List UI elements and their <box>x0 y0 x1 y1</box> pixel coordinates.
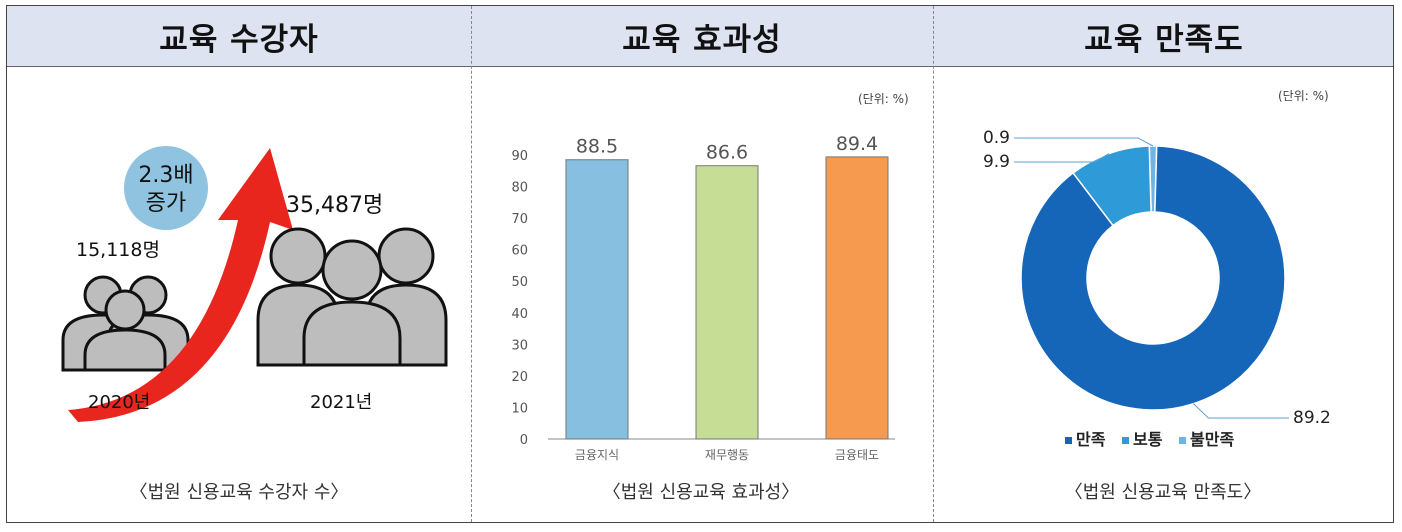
satisfaction-caption: 〈법원 신용교육 만족도〉 <box>1064 482 1262 503</box>
satisfaction-donut-chart: 0.9 9.9 89.2 만족 보통 불만족 <box>983 128 1331 449</box>
growth-arrow-icon <box>68 148 293 422</box>
enrollment-caption: 〈법원 신용교육 수강자 수〉 <box>129 482 349 503</box>
y-tick-label: 60 <box>511 244 528 259</box>
leader-line <box>1014 153 1110 163</box>
bar-chart-unit: (단위: %) <box>858 92 909 106</box>
bar <box>695 165 759 440</box>
legend-label: 보통 <box>1133 430 1163 449</box>
legend-label: 불만족 <box>1190 430 1234 449</box>
leader-line <box>1193 403 1289 419</box>
y-tick-label: 90 <box>511 149 528 164</box>
y-tick-label: 0 <box>520 433 528 448</box>
bar <box>825 156 889 440</box>
donut-slice <box>1072 145 1152 227</box>
x-tick-label: 금융지식 <box>575 448 619 462</box>
header-enrollment: 교육 수강자 <box>159 21 319 58</box>
slice-value-label: 0.9 <box>983 128 1010 148</box>
count-2021: 35,487명 <box>286 193 383 218</box>
growth-badge <box>124 146 208 230</box>
legend-swatch <box>1122 437 1129 444</box>
badge-line2: 증가 <box>146 191 186 216</box>
donut-unit: (단위: %) <box>1278 89 1329 103</box>
y-tick-label: 70 <box>511 212 528 227</box>
badge-line1: 2.3배 <box>138 163 193 188</box>
effectiveness-caption: 〈법원 신용교육 효과성〉 <box>602 482 800 503</box>
legend-swatch <box>1065 437 1072 444</box>
effectiveness-bar-chart: 0 10 20 30 40 50 60 70 80 90 88.5 금융지식 86.6 재무행동 89.4 금… <box>511 133 895 462</box>
column-divider <box>933 6 934 522</box>
header-effectiveness: 교육 효과성 <box>622 21 782 58</box>
y-tick-label: 10 <box>511 401 528 416</box>
bar <box>565 159 629 440</box>
x-tick-label: 금융태도 <box>835 448 879 462</box>
count-2020: 15,118명 <box>76 239 160 261</box>
people-group-2021-icon <box>256 227 448 367</box>
y-tick-label: 40 <box>511 307 528 322</box>
leader-line <box>1014 137 1154 147</box>
y-tick-label: 80 <box>511 181 528 196</box>
slice-value-label: 9.9 <box>983 152 1010 172</box>
y-tick-label: 30 <box>511 338 528 353</box>
y-tick-label: 50 <box>511 275 528 290</box>
enrollment-infographic: 2.3배 증가 15,118명 35,487명 2020년 2021년 <box>61 146 448 422</box>
legend-label: 만족 <box>1076 430 1106 449</box>
people-group-2020-icon <box>61 275 190 372</box>
header-row: 교육 수강자 교육 효과성 교육 만족도 <box>7 6 1393 67</box>
infographic-frame: 교육 수강자 교육 효과성 교육 만족도 <box>6 5 1394 523</box>
header-satisfaction: 교육 만족도 <box>1084 21 1244 58</box>
y-tick-label: 20 <box>511 370 528 385</box>
year-2021: 2021년 <box>310 392 372 413</box>
x-tick-label: 재무행동 <box>705 447 749 462</box>
donut-slice <box>1020 145 1286 411</box>
column-divider <box>471 6 472 522</box>
bar-value-label: 89.4 <box>836 133 878 155</box>
slice-value-label: 89.2 <box>1293 408 1331 428</box>
year-2020: 2020년 <box>88 392 150 413</box>
bar-value-label: 88.5 <box>576 136 618 158</box>
legend-swatch <box>1179 437 1186 444</box>
bar-value-label: 86.6 <box>706 142 748 164</box>
